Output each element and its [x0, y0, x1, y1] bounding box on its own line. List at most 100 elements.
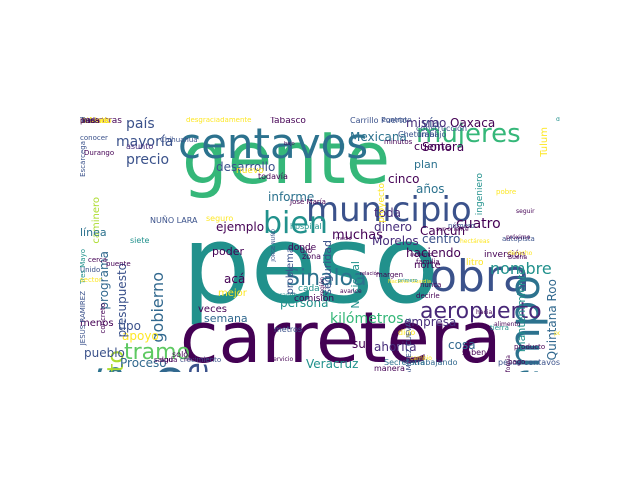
cloud-word: problema — [285, 247, 296, 295]
cloud-word: mantenimiento — [515, 268, 528, 353]
cloud-word: dólares — [80, 117, 110, 125]
cloud-word: manera — [374, 364, 405, 373]
cloud-word: aeropuerto — [420, 299, 542, 324]
cloud-word: años — [416, 182, 445, 196]
cloud-word: familia — [416, 258, 440, 266]
cloud-word: obra — [430, 251, 530, 302]
cloud-word: conocer — [80, 134, 108, 142]
cloud-word: mayoría — [116, 134, 174, 150]
cloud-word: Tres — [80, 117, 96, 125]
cloud-word: pueblo — [84, 346, 125, 360]
cloud-word: poder — [212, 245, 244, 258]
cloud-word: nada — [80, 117, 100, 125]
cloud-word: Escárcega — [80, 141, 87, 177]
cloud-word: política — [554, 330, 560, 337]
cloud-word: cosa — [448, 338, 476, 352]
cloud-word: cada — [298, 284, 320, 294]
cloud-word: contrato — [382, 117, 412, 124]
cloud-word: proyecto — [377, 183, 387, 223]
cloud-word: bajo — [284, 141, 295, 147]
cloud-word: informe — [268, 190, 315, 204]
cloud-word: José María — [290, 198, 326, 206]
cloud-word: acá — [224, 272, 246, 286]
cloud-word: Tabasco — [270, 117, 306, 126]
cloud-word: Unido — [80, 266, 101, 274]
cloud-word: centro — [422, 232, 461, 246]
cloud-word: miren — [184, 356, 202, 363]
cloud-word: toda — [374, 206, 402, 220]
cloud-word: derecho — [508, 250, 533, 257]
cloud-word: peso — [182, 203, 440, 328]
cloud-word: producto — [514, 343, 546, 351]
cloud-word: bien — [263, 206, 328, 241]
cloud-word: Sonora — [422, 140, 465, 154]
cloud-word: Quintana Roo — [545, 279, 559, 361]
cloud-word: Proceso — [120, 356, 167, 370]
cloud-word: desarrollo — [216, 160, 276, 174]
cloud-word: agua — [160, 356, 178, 364]
cloud-word: minutos — [384, 138, 413, 146]
cloud-word: carretera — [180, 297, 502, 372]
cloud-word: región — [319, 277, 326, 296]
cloud-word: Tulum — [539, 127, 550, 157]
cloud-word: ahorita — [374, 340, 417, 354]
cloud-word: mujeres — [416, 119, 521, 149]
cloud-word: nunca — [420, 281, 442, 289]
cloud-word: crecimiento — [180, 356, 222, 364]
cloud-word: Chetumal — [398, 130, 437, 139]
cloud-word: zona — [302, 252, 322, 261]
cloud-word: relación — [360, 271, 380, 277]
cloud-word: Cancún — [420, 224, 466, 238]
cloud-word: todavía — [258, 172, 288, 181]
cloud-word: solo — [172, 350, 189, 359]
cloud-word: próximo — [506, 234, 531, 241]
cloud-word: ejemplo — [216, 220, 265, 234]
cloud-word: cuidado — [80, 117, 112, 125]
cloud-word: nombre — [490, 259, 552, 278]
cloud-word: siete — [130, 236, 150, 245]
cloud-word: sur oriente — [436, 226, 469, 233]
cloud-word: donde — [288, 243, 317, 253]
cloud-word: tramo — [124, 340, 191, 365]
cloud-word: margen — [376, 271, 404, 279]
cloud-word: sector — [80, 276, 102, 284]
cloud-word: cerca — [88, 256, 108, 264]
cloud-word: nuevo — [236, 166, 264, 176]
cloud-word: tierra — [490, 324, 509, 332]
cloud-word: cinco — [388, 172, 420, 186]
cloud-word: dio — [300, 246, 313, 255]
cloud-word: hospital — [290, 222, 322, 231]
cloud-word: digo — [398, 328, 416, 337]
cloud-word: Veracruz — [306, 357, 359, 371]
cloud-word: kilómetros — [330, 311, 404, 327]
cloud-word: vía — [422, 117, 440, 130]
cloud-word: persona — [280, 296, 329, 310]
cloud-word: pesos centavos — [498, 358, 560, 367]
cloud-word: RAMÍREZ CUEVAS — [405, 318, 413, 372]
cloud-word: construcción — [416, 124, 468, 133]
cloud-word: Chihuahua — [160, 136, 198, 144]
cloud-word: línea — [80, 226, 107, 239]
cloud-word: hacia — [476, 309, 493, 316]
cloud-word: decirle — [416, 292, 440, 300]
cloud-word: apoyo — [122, 329, 159, 343]
cloud-word: mismo — [406, 117, 447, 130]
cloud-word: cuatro — [456, 216, 501, 232]
cloud-word: asunto — [126, 142, 154, 151]
cloud-word: Nacional Guardia — [388, 279, 431, 285]
cloud-word: hectáreas — [460, 238, 490, 245]
cloud-word: país — [126, 117, 155, 132]
cloud-word: medio — [336, 236, 352, 242]
cloud-word: saben — [462, 348, 487, 357]
cloud-word: aumento — [410, 252, 433, 258]
cloud-word: Buena — [508, 254, 528, 261]
cloud-word: gente — [182, 117, 391, 200]
cloud-word: autopista — [502, 235, 535, 243]
cloud-word: pago — [508, 358, 526, 366]
cloud-word: diciembre — [556, 117, 560, 123]
cloud-word: litro — [466, 258, 484, 268]
cloud-word: Secretaría — [384, 358, 425, 367]
cloud-word: avance — [340, 288, 362, 295]
cloud-word: colonia — [80, 117, 109, 125]
cloud-word: JORGE NUÑO — [271, 229, 277, 262]
